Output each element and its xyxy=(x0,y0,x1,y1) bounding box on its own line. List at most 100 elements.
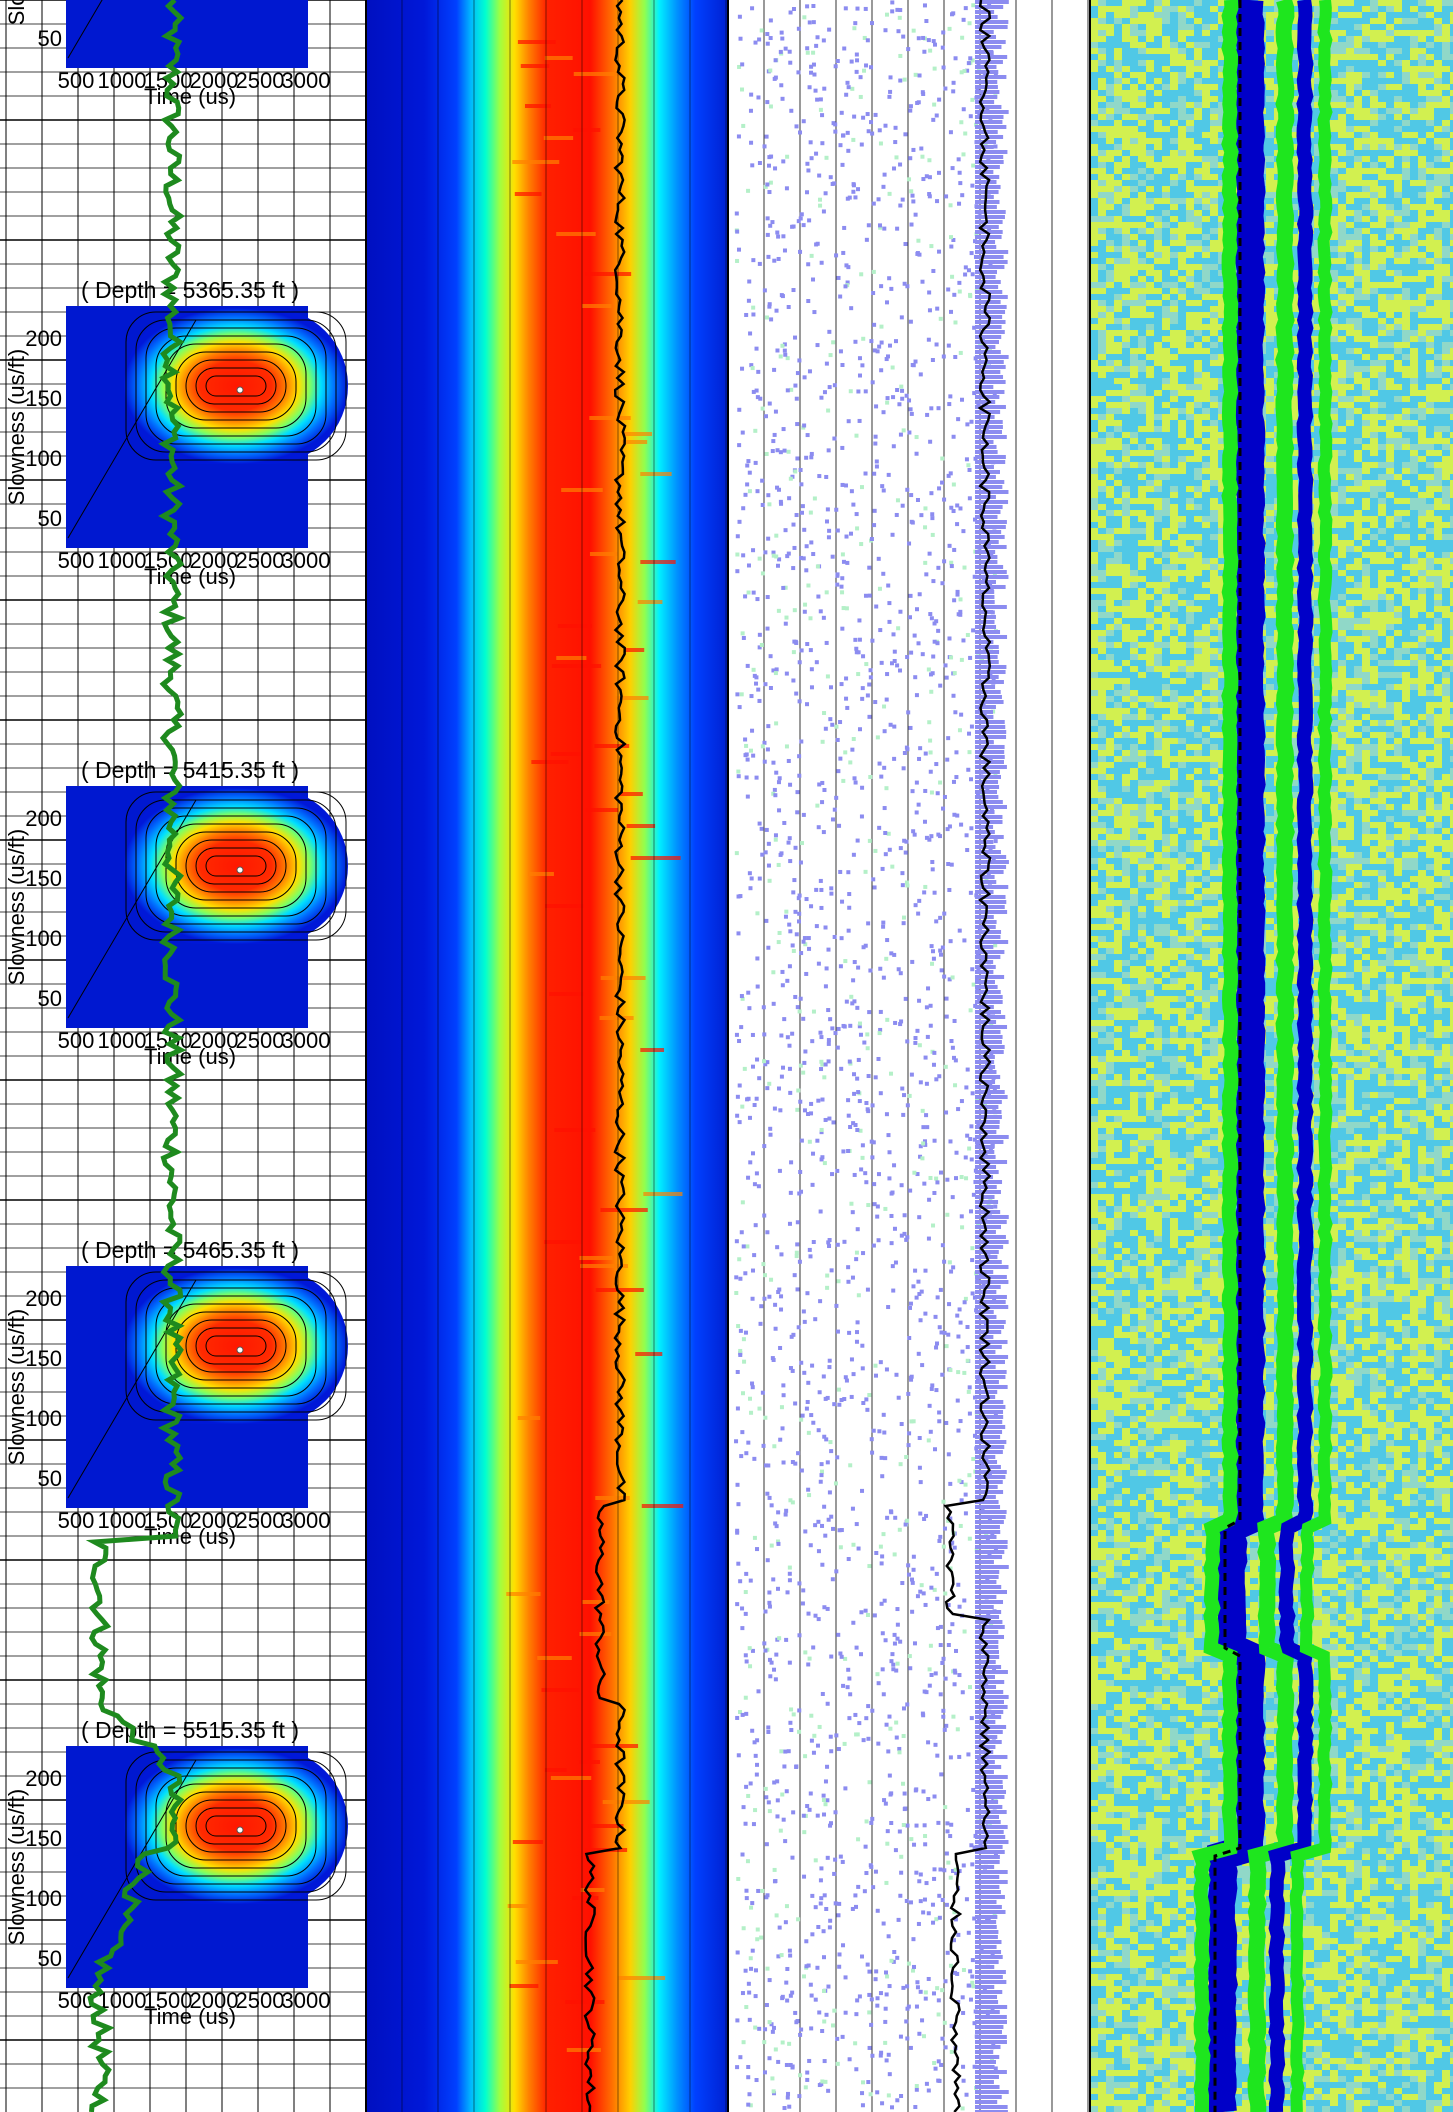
waveform-cell xyxy=(1194,156,1202,162)
scatter-point xyxy=(955,592,960,597)
scatter-band xyxy=(975,1740,1002,1744)
waveform-cell xyxy=(1330,144,1338,150)
scatter-point xyxy=(866,129,871,134)
scatter-point xyxy=(949,862,954,867)
scatter-point xyxy=(810,1182,815,1187)
scatter-point xyxy=(820,1469,825,1474)
scatter-point xyxy=(788,60,793,65)
waveform-cell xyxy=(1370,174,1378,180)
waveform-cell xyxy=(1178,126,1186,132)
waveform-cell xyxy=(1330,180,1338,186)
scatter-point xyxy=(850,1906,855,1911)
scatter-point xyxy=(975,1097,980,1102)
waveform-cell xyxy=(1146,60,1154,66)
waveform-cell xyxy=(1098,180,1106,186)
scatter-point xyxy=(755,1937,760,1942)
waveform-cell xyxy=(1418,84,1426,90)
scatter-point xyxy=(873,700,878,705)
scatter-point xyxy=(884,786,889,791)
waveform-cell xyxy=(1186,150,1194,156)
scatter-point xyxy=(874,404,879,409)
waveform-cell xyxy=(1346,72,1354,78)
waveform-cell xyxy=(1378,0,1386,6)
waveform-cell xyxy=(1370,12,1378,18)
scatter-point xyxy=(883,123,888,128)
scatter-point xyxy=(762,1144,767,1149)
scatter-band xyxy=(975,1990,1003,1994)
scatter-point xyxy=(778,354,783,359)
scatter-point xyxy=(783,1839,788,1844)
waveform-cell xyxy=(1338,162,1346,168)
waveform-cell xyxy=(1186,108,1194,114)
scatter-point xyxy=(844,534,849,539)
scatter-point xyxy=(772,1667,777,1672)
scatter-point xyxy=(774,770,779,775)
waveform-cell xyxy=(1434,168,1442,174)
scatter-point xyxy=(916,1351,921,1356)
waveform-cell xyxy=(1186,12,1194,18)
scatter-point xyxy=(970,58,975,63)
scatter-point xyxy=(857,618,862,623)
scatter-point xyxy=(771,553,776,558)
waveform-cell xyxy=(1378,156,1386,162)
scatter-point xyxy=(788,782,793,787)
scatter-point xyxy=(937,1538,942,1543)
waveform-cell xyxy=(1378,48,1386,54)
scatter-point xyxy=(854,433,859,438)
scatter-point xyxy=(863,6,868,11)
scatter-point xyxy=(933,1671,938,1676)
waveform-cell xyxy=(1370,120,1378,126)
waveform-cell xyxy=(1266,42,1274,48)
waveform-cell xyxy=(1426,120,1434,126)
scatter-point xyxy=(892,1632,897,1637)
scatter-point xyxy=(854,1732,859,1737)
scatter-point xyxy=(970,1980,975,1985)
scatter-band xyxy=(975,1660,996,1664)
scatter-point xyxy=(882,1598,887,1603)
waveform-cell xyxy=(1402,6,1410,12)
scatter-band xyxy=(975,2095,1002,2099)
scatter-point xyxy=(825,1764,830,1769)
scatter-point xyxy=(736,1876,741,1881)
scatter-point xyxy=(880,2101,885,2106)
scatter-point xyxy=(823,2079,828,2084)
waveform-cell xyxy=(1450,54,1453,60)
scatter-point xyxy=(841,1943,846,1948)
waveform-cell xyxy=(1266,180,1274,186)
scatter-point xyxy=(924,1690,929,1695)
waveform-cell xyxy=(1442,120,1450,126)
waveform-cell xyxy=(1178,162,1186,168)
xtick-label: 500 xyxy=(58,1508,95,1533)
waveform-cell xyxy=(1386,108,1394,114)
waveform-cell xyxy=(1194,36,1202,42)
scatter-point xyxy=(955,1398,960,1403)
scatter-point xyxy=(746,2102,751,2107)
scatter-point xyxy=(735,1113,740,1118)
scatter-point xyxy=(882,765,887,770)
scatter-band xyxy=(975,830,995,834)
scatter-point xyxy=(752,1740,757,1745)
scatter-point xyxy=(745,1097,750,1102)
scatter-point xyxy=(870,638,875,643)
waveform-cell xyxy=(1362,6,1370,12)
waveform-cell xyxy=(1354,198,1362,204)
scatter-point xyxy=(942,559,947,564)
scatter-point xyxy=(787,1221,792,1226)
waveform-cell xyxy=(1122,30,1130,36)
scatter-point xyxy=(885,672,890,677)
waveform-cell xyxy=(1426,0,1434,6)
scatter-point xyxy=(877,586,882,591)
scatter-point xyxy=(803,1049,808,1054)
waveform-cell xyxy=(1426,60,1434,66)
scatter-point xyxy=(903,850,908,855)
scatter-point xyxy=(878,1360,883,1365)
scatter-point xyxy=(967,1146,972,1151)
waveform-cell xyxy=(1386,60,1394,66)
scatter-point xyxy=(757,821,762,826)
scatter-point xyxy=(942,1727,947,1732)
waveform-cell xyxy=(1090,60,1098,66)
waveform-cell xyxy=(1354,102,1362,108)
waveform-cell xyxy=(1266,144,1274,150)
scatter-point xyxy=(889,1820,894,1825)
